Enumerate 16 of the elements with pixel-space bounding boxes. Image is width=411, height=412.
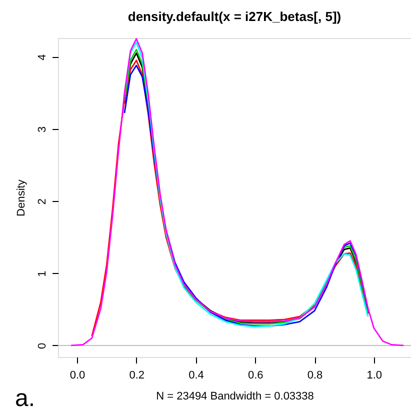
- y-tick-label: 2: [36, 198, 48, 205]
- y-tick-label: 0: [36, 342, 48, 350]
- line-series: [70, 38, 404, 346]
- x-tick-label: 0.2: [129, 370, 145, 382]
- x-tick-label: 0.8: [307, 370, 323, 382]
- y-tick-label: 1: [36, 270, 48, 277]
- x-tick-label: 0.6: [248, 370, 264, 382]
- x-tick-label: 0.0: [70, 370, 86, 382]
- y-tick-label: 4: [36, 54, 48, 60]
- x-axis-title: N = 23494 Bandwidth = 0.03338: [156, 390, 314, 402]
- x-tick-label: 0.4: [188, 370, 204, 382]
- text: a.: [15, 385, 36, 412]
- y-axis-title: Density: [16, 179, 28, 216]
- chart-title: density.default(x = i27K_betas[, 5]): [128, 9, 342, 24]
- y-tick-label: 3: [36, 126, 48, 132]
- x-tick-label: 1.0: [366, 370, 382, 382]
